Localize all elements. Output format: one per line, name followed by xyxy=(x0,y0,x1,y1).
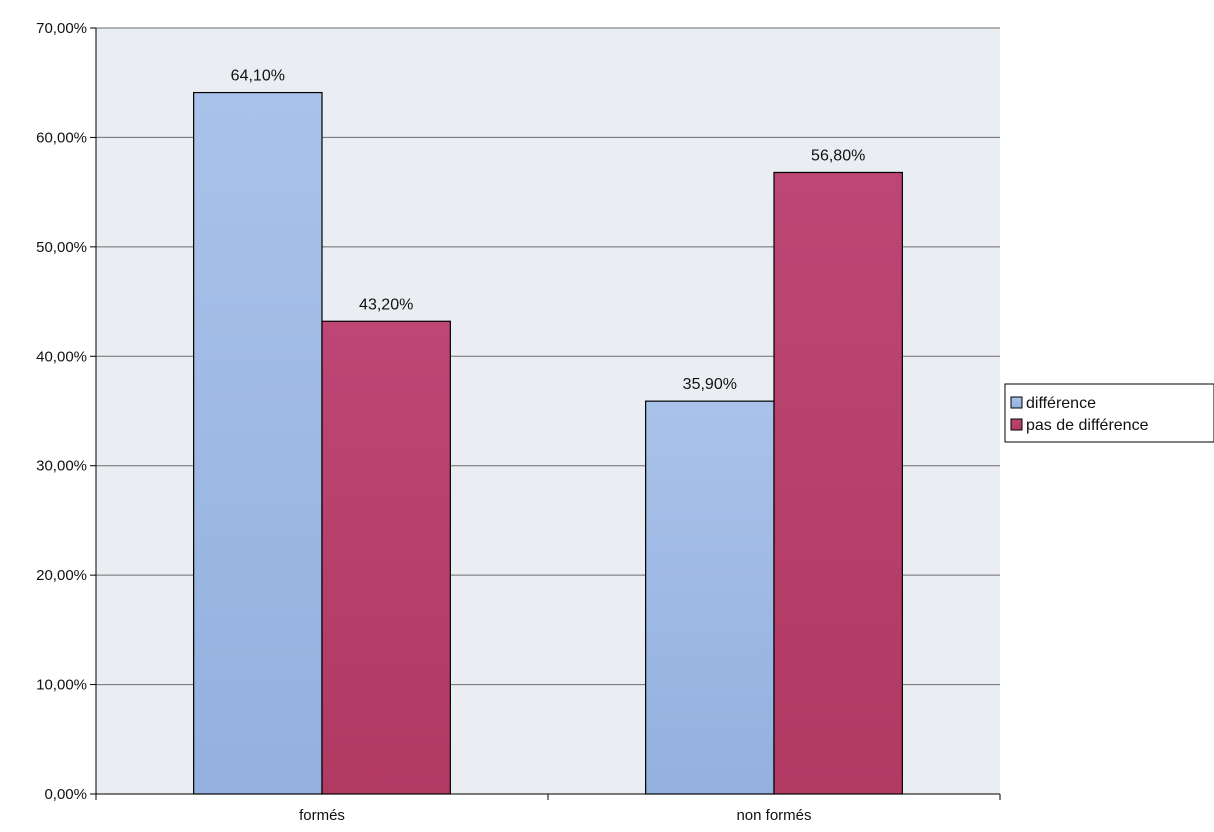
y-tick-label: 20,00% xyxy=(36,567,87,584)
x-axis: formés non formés xyxy=(95,28,1001,824)
legend-label-difference: différence xyxy=(1026,395,1096,412)
legend-box xyxy=(1004,383,1214,443)
legend-swatch-pas-de-difference xyxy=(1010,418,1023,431)
data-labels: 64,10% 35,90% 43,20% 56,80% xyxy=(231,68,866,394)
y-tick-label: 40,00% xyxy=(36,348,87,365)
data-label: 64,10% xyxy=(231,68,285,85)
bars xyxy=(193,91,903,795)
legend-swatch-difference xyxy=(1010,396,1023,409)
bar-difference-non-formes xyxy=(645,400,775,795)
legend-label-pas-de-difference: pas de différence xyxy=(1026,417,1149,434)
bar-pas-de-difference-non-formes xyxy=(773,171,903,795)
y-tick-label: 30,00% xyxy=(36,458,87,475)
x-category-label: formés xyxy=(299,807,345,824)
data-label: 35,90% xyxy=(683,376,737,393)
y-axis: 0,00% 10,00% 20,00% 30,00% 40,00% 50,00% 60,00… xyxy=(36,20,96,803)
y-tick-label: 50,00% xyxy=(36,239,87,256)
bar-pas-de-difference-formes xyxy=(321,320,451,795)
y-tick-label: 60,00% xyxy=(36,129,87,146)
y-tick-label: 70,00% xyxy=(36,20,87,37)
data-label: 43,20% xyxy=(359,296,413,313)
legend: différence pas de différence xyxy=(1004,383,1214,443)
y-tick-label: 10,00% xyxy=(36,677,87,694)
bar-difference-formes xyxy=(193,91,323,795)
x-category-label: non formés xyxy=(736,807,811,824)
y-tick-label: 0,00% xyxy=(44,786,87,803)
data-label: 56,80% xyxy=(811,147,865,164)
